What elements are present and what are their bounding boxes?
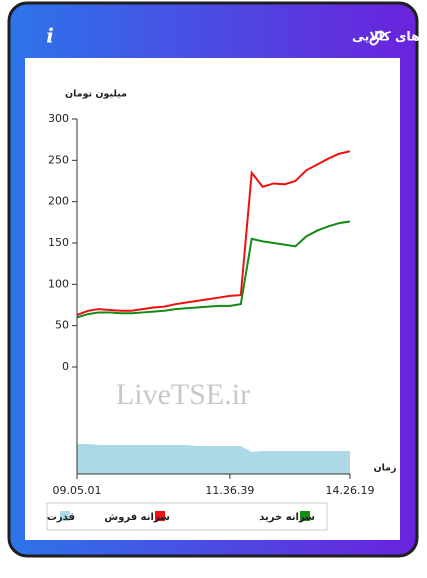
y-tick-label: 150 [48,236,69,249]
y-tick-label: 0 [62,360,69,373]
y-tick-label: 50 [55,319,69,332]
y-axis-label: میلیون تومان [65,89,127,100]
y-tick-label: 100 [48,277,69,290]
legend-label: سرانه خرید [259,512,315,523]
header-title: سرانه ی خرید و فروش حقیقی در صندوق های ک… [352,29,427,44]
legend-swatch [60,511,70,521]
link-icon[interactable] [369,30,385,46]
x-tick-label: 11.36.39 [205,484,254,497]
series-line [76,150,351,316]
legend-label: قدرت [47,512,75,523]
legend [46,502,328,531]
watermark: LiveTSE.ir [116,378,250,411]
series-line [76,220,351,319]
y-tick-label: 250 [48,153,69,166]
info-icon[interactable]: i [46,24,54,48]
legend-label: سرانه فروش [104,512,170,523]
legend-swatch [155,511,165,521]
x-tick-label: 09.05.01 [53,484,102,497]
y-tick-label: 200 [48,195,69,208]
power-area [77,444,350,474]
x-axis-label: زمان [373,463,396,474]
legend-swatch [300,511,310,521]
x-tick-label: 14.26.19 [326,484,375,497]
y-tick-label: 300 [48,112,69,125]
